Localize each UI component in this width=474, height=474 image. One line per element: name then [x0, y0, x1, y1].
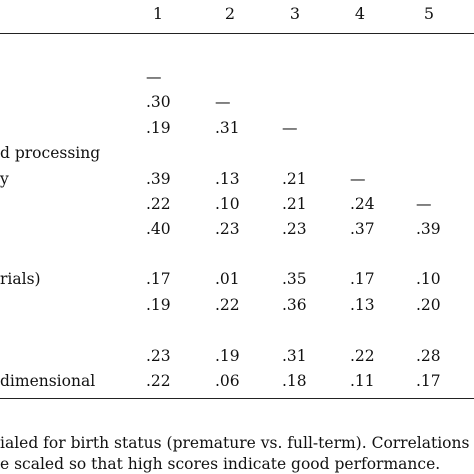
table-cell: — — [282, 119, 298, 137]
table-cell: .19 — [215, 347, 240, 365]
table-cell: .10 — [215, 195, 240, 213]
table-cell: .39 — [146, 170, 171, 188]
table-cell: .31 — [282, 347, 307, 365]
table-cell: .23 — [215, 220, 240, 238]
row-label: rials) — [0, 270, 41, 288]
table-cell: .24 — [350, 195, 375, 213]
table-cell: .37 — [350, 220, 375, 238]
table-cell: .21 — [282, 170, 307, 188]
header-rule — [0, 33, 474, 34]
table-cell: .36 — [282, 296, 307, 314]
table-cell: .17 — [146, 270, 171, 288]
table-cell: .11 — [350, 372, 375, 390]
table-cell: .35 — [282, 270, 307, 288]
column-header-2: 2 — [224, 4, 236, 23]
table-cell: .17 — [416, 372, 441, 390]
footnote-line-1: ialed for birth status (premature vs. fu… — [0, 434, 474, 452]
column-header-3: 3 — [289, 4, 301, 23]
table-cell: .19 — [146, 119, 171, 137]
table-cell: — — [416, 195, 432, 213]
table-cell: .23 — [282, 220, 307, 238]
table-cell: .21 — [282, 195, 307, 213]
table-cell: .23 — [146, 347, 171, 365]
row-label: y — [0, 170, 9, 188]
table-cell: .22 — [146, 372, 171, 390]
bottom-rule — [0, 398, 474, 399]
table-cell: .39 — [416, 220, 441, 238]
footnote-line-2: e scaled so that high scores indicate go… — [0, 455, 441, 473]
table-cell: .20 — [416, 296, 441, 314]
row-label: d processing — [0, 144, 101, 162]
table-cell: .22 — [215, 296, 240, 314]
table-cell: .06 — [215, 372, 240, 390]
table-cell: — — [350, 170, 366, 188]
table-cell: .18 — [282, 372, 307, 390]
table-cell: .17 — [350, 270, 375, 288]
table-cell: .22 — [350, 347, 375, 365]
table-cell: .13 — [215, 170, 240, 188]
table-cell: .22 — [146, 195, 171, 213]
table-cell: .40 — [146, 220, 171, 238]
table-cell: .13 — [350, 296, 375, 314]
column-header-4: 4 — [354, 4, 366, 23]
table-cell: .10 — [416, 270, 441, 288]
column-header-1: 1 — [152, 4, 164, 23]
table-cell: — — [146, 68, 162, 86]
table-cell: .01 — [215, 270, 240, 288]
table-cell: .19 — [146, 296, 171, 314]
column-header-5: 5 — [423, 4, 435, 23]
table-cell: .28 — [416, 347, 441, 365]
table-cell: .30 — [146, 93, 171, 111]
table-cell: — — [215, 93, 231, 111]
table-cell: .31 — [215, 119, 240, 137]
row-label: dimensional — [0, 372, 96, 390]
